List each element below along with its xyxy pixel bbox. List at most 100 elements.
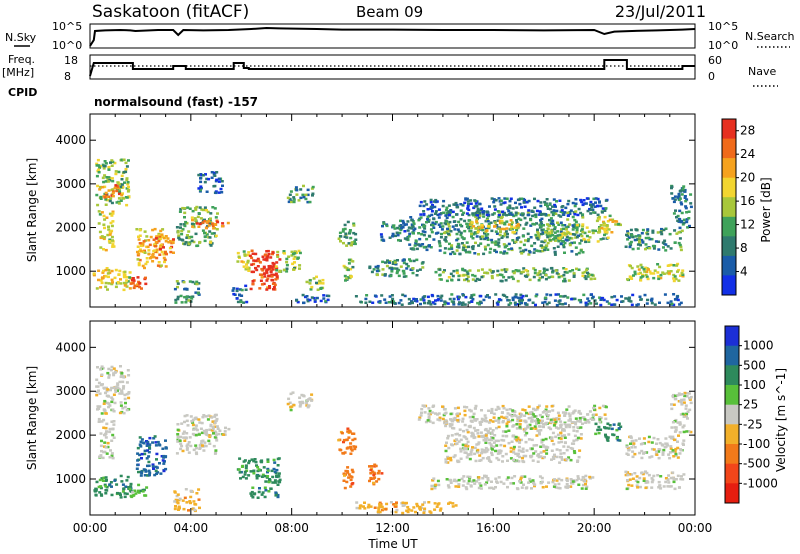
range-cell	[432, 226, 436, 229]
range-cell	[565, 478, 569, 481]
range-cell	[469, 485, 473, 488]
range-cell	[197, 498, 201, 501]
range-cell	[646, 229, 650, 233]
range-cell	[310, 285, 314, 289]
range-cell	[185, 419, 189, 423]
range-cell	[475, 480, 479, 483]
noise-sky-line	[89, 26, 696, 47]
range-cell	[283, 252, 286, 255]
range-cell	[658, 265, 662, 269]
range-cell	[444, 236, 448, 239]
range-cell	[373, 294, 377, 297]
range-cell	[220, 180, 224, 183]
range-cell	[122, 411, 126, 415]
range-cell	[535, 444, 539, 447]
range-cell	[441, 417, 445, 421]
range-cell	[288, 401, 292, 404]
range-cell	[545, 268, 549, 272]
range-cell	[112, 410, 116, 413]
range-cell	[501, 404, 505, 408]
range-cell	[388, 236, 392, 239]
range-cell	[255, 474, 259, 478]
range-cell	[287, 397, 291, 401]
range-cell	[479, 487, 483, 490]
range-cell	[464, 197, 468, 200]
range-cell	[448, 425, 452, 428]
range-cell	[546, 414, 550, 417]
range-cell	[515, 438, 519, 442]
range-cell	[446, 437, 450, 440]
range-cell	[352, 224, 356, 227]
range-cell	[540, 223, 544, 226]
range-cell	[509, 212, 513, 215]
range-cell	[631, 439, 635, 443]
range-cell	[104, 191, 108, 195]
range-cell	[118, 492, 122, 495]
range-cell	[381, 260, 385, 264]
range-cell	[680, 271, 684, 275]
range-cell	[388, 295, 392, 298]
range-cell	[647, 236, 651, 240]
range-cell	[109, 161, 112, 164]
range-cell	[575, 231, 579, 234]
colorbar-swatch	[725, 463, 739, 484]
range-cell	[125, 187, 129, 190]
range-cell	[271, 279, 275, 282]
range-cell	[401, 259, 405, 262]
range-cell	[144, 470, 148, 473]
colorbar-swatch	[725, 326, 739, 347]
range-cell	[99, 432, 103, 435]
range-cell	[341, 230, 345, 233]
range-cell	[511, 207, 515, 210]
range-cell	[182, 430, 186, 433]
range-cell	[675, 264, 679, 267]
range-cell	[395, 508, 399, 512]
range-cell	[95, 390, 99, 394]
range-cell	[122, 170, 126, 174]
range-cell	[418, 268, 422, 271]
range-cell	[108, 404, 112, 407]
range-cell	[461, 268, 465, 272]
range-cell	[678, 422, 682, 426]
range-cell	[202, 208, 205, 212]
range-cell	[528, 477, 532, 481]
colorbar-swatch	[722, 216, 736, 237]
range-cell	[563, 279, 567, 283]
range-cell	[456, 406, 460, 410]
y-tick-label: 2000	[55, 221, 86, 235]
range-cell	[543, 300, 547, 304]
range-cell	[432, 238, 436, 241]
range-cell	[95, 193, 99, 197]
range-cell	[217, 180, 221, 183]
range-cell	[147, 249, 151, 252]
range-cell	[402, 269, 406, 273]
range-cell	[636, 247, 640, 250]
range-cell	[100, 235, 104, 238]
range-cell	[179, 223, 183, 226]
range-cell	[534, 303, 537, 307]
range-cell	[542, 267, 546, 270]
range-cell	[199, 188, 202, 192]
range-cell	[358, 507, 362, 510]
range-cell	[422, 204, 426, 208]
beam-label: Beam 09	[356, 3, 423, 21]
range-cell	[490, 480, 493, 483]
range-cell	[473, 205, 477, 208]
range-cell	[606, 439, 610, 442]
range-cell	[121, 185, 125, 189]
range-cell	[110, 452, 114, 455]
range-cell	[579, 211, 583, 215]
range-cell	[682, 430, 686, 434]
range-cell	[673, 450, 677, 453]
range-cell	[272, 286, 276, 289]
range-cell	[104, 492, 108, 495]
range-cell	[666, 301, 670, 305]
range-cell	[428, 420, 432, 423]
range-cell	[593, 404, 597, 408]
range-cell	[642, 268, 646, 271]
range-cell	[176, 440, 180, 443]
range-cell	[176, 493, 180, 496]
range-cell	[453, 407, 457, 410]
range-cell	[500, 415, 504, 419]
range-cell	[376, 266, 380, 270]
